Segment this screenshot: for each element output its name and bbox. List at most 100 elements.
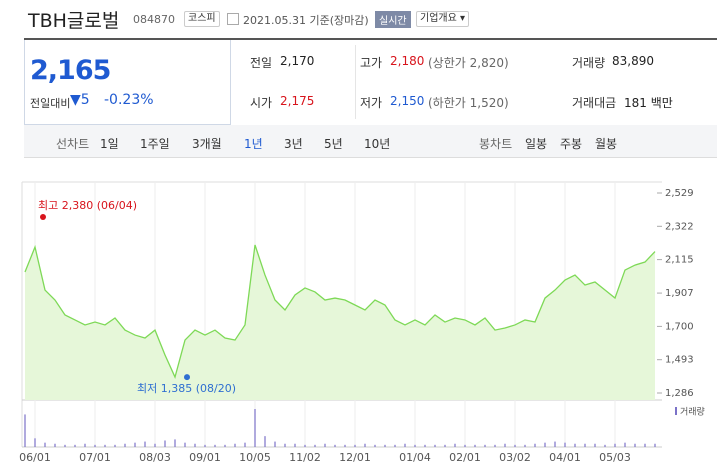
volume-bar [344, 444, 346, 447]
stat-value: 2,175 [280, 94, 315, 108]
volume-bar [54, 443, 56, 447]
volume-bar [284, 443, 286, 447]
volume-bar [144, 441, 146, 447]
overview-dropdown[interactable]: 기업개요 ▾ [416, 11, 470, 27]
candle-tab[interactable]: 일봉 [525, 137, 548, 151]
stat-label: 거래량 [572, 56, 606, 70]
x-tick-label: 04/01 [549, 451, 581, 464]
volume-bar [534, 443, 536, 447]
x-tick-label: 09/01 [189, 451, 221, 464]
y-tick-label: 2,322 [665, 221, 694, 232]
volume-bar [594, 443, 596, 447]
x-tick-label: 10/05 [239, 451, 271, 464]
y-tick-label: 2,115 [665, 255, 694, 266]
candle-tab[interactable]: 주봉 [560, 137, 583, 151]
market-badge: 코스피 [184, 11, 220, 27]
tab-bar [24, 125, 717, 158]
period-tab[interactable]: 5년 [324, 137, 343, 151]
volume-legend: 거래량 [680, 406, 705, 418]
volume-bar [514, 444, 516, 447]
volume-bar [174, 439, 176, 447]
volume-bar [134, 442, 136, 447]
volume-bar [474, 444, 476, 447]
y-tick-label: 1,907 [665, 288, 694, 299]
volume-bar [384, 444, 386, 447]
price: 2,165 [30, 55, 111, 86]
x-tick-label: 11/02 [289, 451, 321, 464]
stat-label: 전일 [250, 56, 273, 70]
annotation-dot [184, 374, 190, 381]
y-tick-label: 1,493 [665, 355, 694, 366]
volume-bar [394, 444, 396, 447]
annotation-label: 최저 1,385 (08/20) [137, 382, 236, 395]
y-tick-label: 2,529 [665, 188, 694, 199]
volume-bar [244, 442, 246, 447]
period-tab[interactable]: 1일 [100, 137, 119, 151]
volume-bar [414, 444, 416, 447]
realtime-badge[interactable]: 실시간 [375, 11, 411, 28]
x-tick-label: 07/01 [79, 451, 111, 464]
x-tick-label: 06/01 [19, 451, 51, 464]
price-line [24, 244, 656, 379]
y-tick-label: 1,700 [665, 321, 694, 332]
volume-bar [194, 443, 196, 447]
period-tab[interactable]: 10년 [364, 137, 391, 151]
volume-bar [124, 443, 126, 447]
volume-bar [294, 443, 296, 447]
volume-bar [544, 442, 546, 447]
period-tab[interactable]: 1주일 [140, 137, 170, 151]
volume-bar [94, 444, 96, 447]
volume-bar [334, 444, 336, 447]
volume-bar [564, 442, 566, 447]
stat-value: 2,180 [390, 54, 425, 68]
volume-bar [154, 443, 156, 447]
divider [355, 45, 356, 119]
volume-bar [404, 443, 406, 447]
volume-bar [164, 440, 166, 447]
stat-value: 181 백만 [624, 96, 673, 110]
x-tick-label: 02/01 [449, 451, 481, 464]
period-tab[interactable]: 3년 [284, 137, 303, 151]
volume-bar [314, 444, 316, 447]
volume-bar [34, 438, 36, 447]
volume-bar [624, 442, 626, 447]
stat-sub: (상한가 2,820) [428, 56, 509, 70]
volume-bar [654, 443, 656, 447]
volume-bar [304, 444, 306, 447]
change-value: 5 [80, 92, 90, 108]
volume-bar [324, 443, 326, 447]
stat-label: 고가 [360, 56, 383, 70]
period-tab[interactable]: 1년 [244, 137, 263, 151]
volume-bar [224, 444, 226, 447]
area-fill [25, 244, 655, 400]
volume-bar [494, 444, 496, 447]
volume-bar [484, 444, 486, 447]
stat-label: 시가 [250, 96, 273, 110]
stat-value: 2,150 [390, 94, 425, 108]
change-label: 전일대비 [30, 97, 71, 110]
x-tick-label: 03/02 [499, 451, 531, 464]
stat-label: 거래대금 [572, 96, 617, 110]
x-tick-label: 08/03 [139, 451, 171, 464]
volume-bar [424, 444, 426, 447]
volume-bar [44, 442, 46, 447]
volume-legend-swatch [675, 407, 677, 415]
volume-bar [74, 444, 76, 447]
stat-label: 저가 [360, 96, 383, 110]
volume-bar [444, 444, 446, 447]
candle-tab[interactable]: 월봉 [595, 137, 618, 151]
volume-bar [374, 444, 376, 447]
change: ▼5 [70, 92, 90, 108]
annotation-label: 최고 2,380 (06/04) [38, 199, 137, 212]
calendar-icon [227, 13, 239, 25]
volume-bar [364, 443, 366, 447]
volume-bar [614, 443, 616, 447]
period-tab[interactable]: 3개월 [192, 137, 222, 151]
volume-bar [454, 443, 456, 447]
volume-bar [114, 444, 116, 447]
tab-label: 선차트 [56, 137, 90, 151]
volume-bar [84, 443, 86, 447]
stock-name: TBH글로벌 [28, 10, 120, 32]
volume-bar [64, 444, 66, 447]
